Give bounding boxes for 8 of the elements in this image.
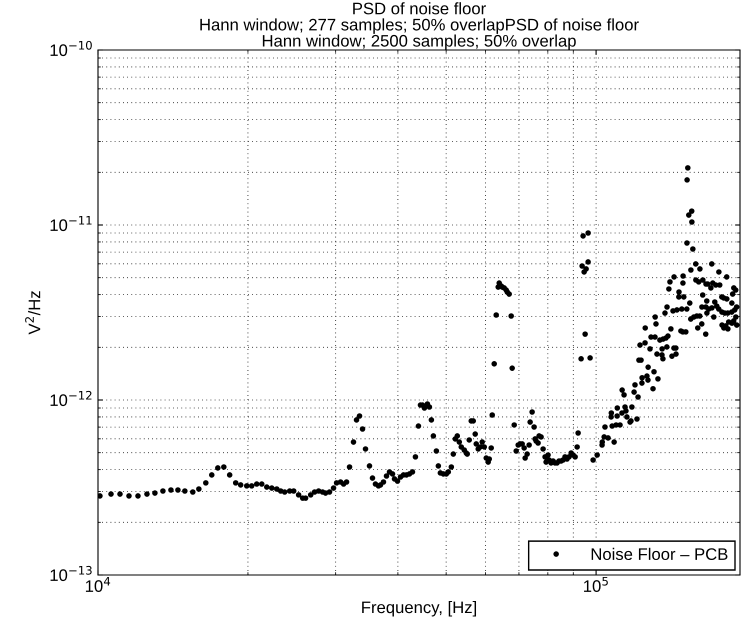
x-axis-title: Frequency, [Hz] [362, 600, 476, 616]
y-tick-label: 10$^{−12}$ [50, 390, 92, 406]
legend-label: Noise Floor – PCB [592, 548, 728, 560]
chart-title: PSD of noise floor Hann window; 277 samples; 50% overlapPSD of noise floor Hann window; 2500 samples; 50% overlap [200, 2, 639, 50]
y-tick-label: 10$^{−10}$ [50, 40, 92, 56]
y-axis-title: V$^{2}$/Hz [25, 291, 40, 335]
y-tick-label: 10$^{−11}$ [50, 216, 92, 232]
x-tick-label: 10$^{5}$ [584, 576, 608, 592]
